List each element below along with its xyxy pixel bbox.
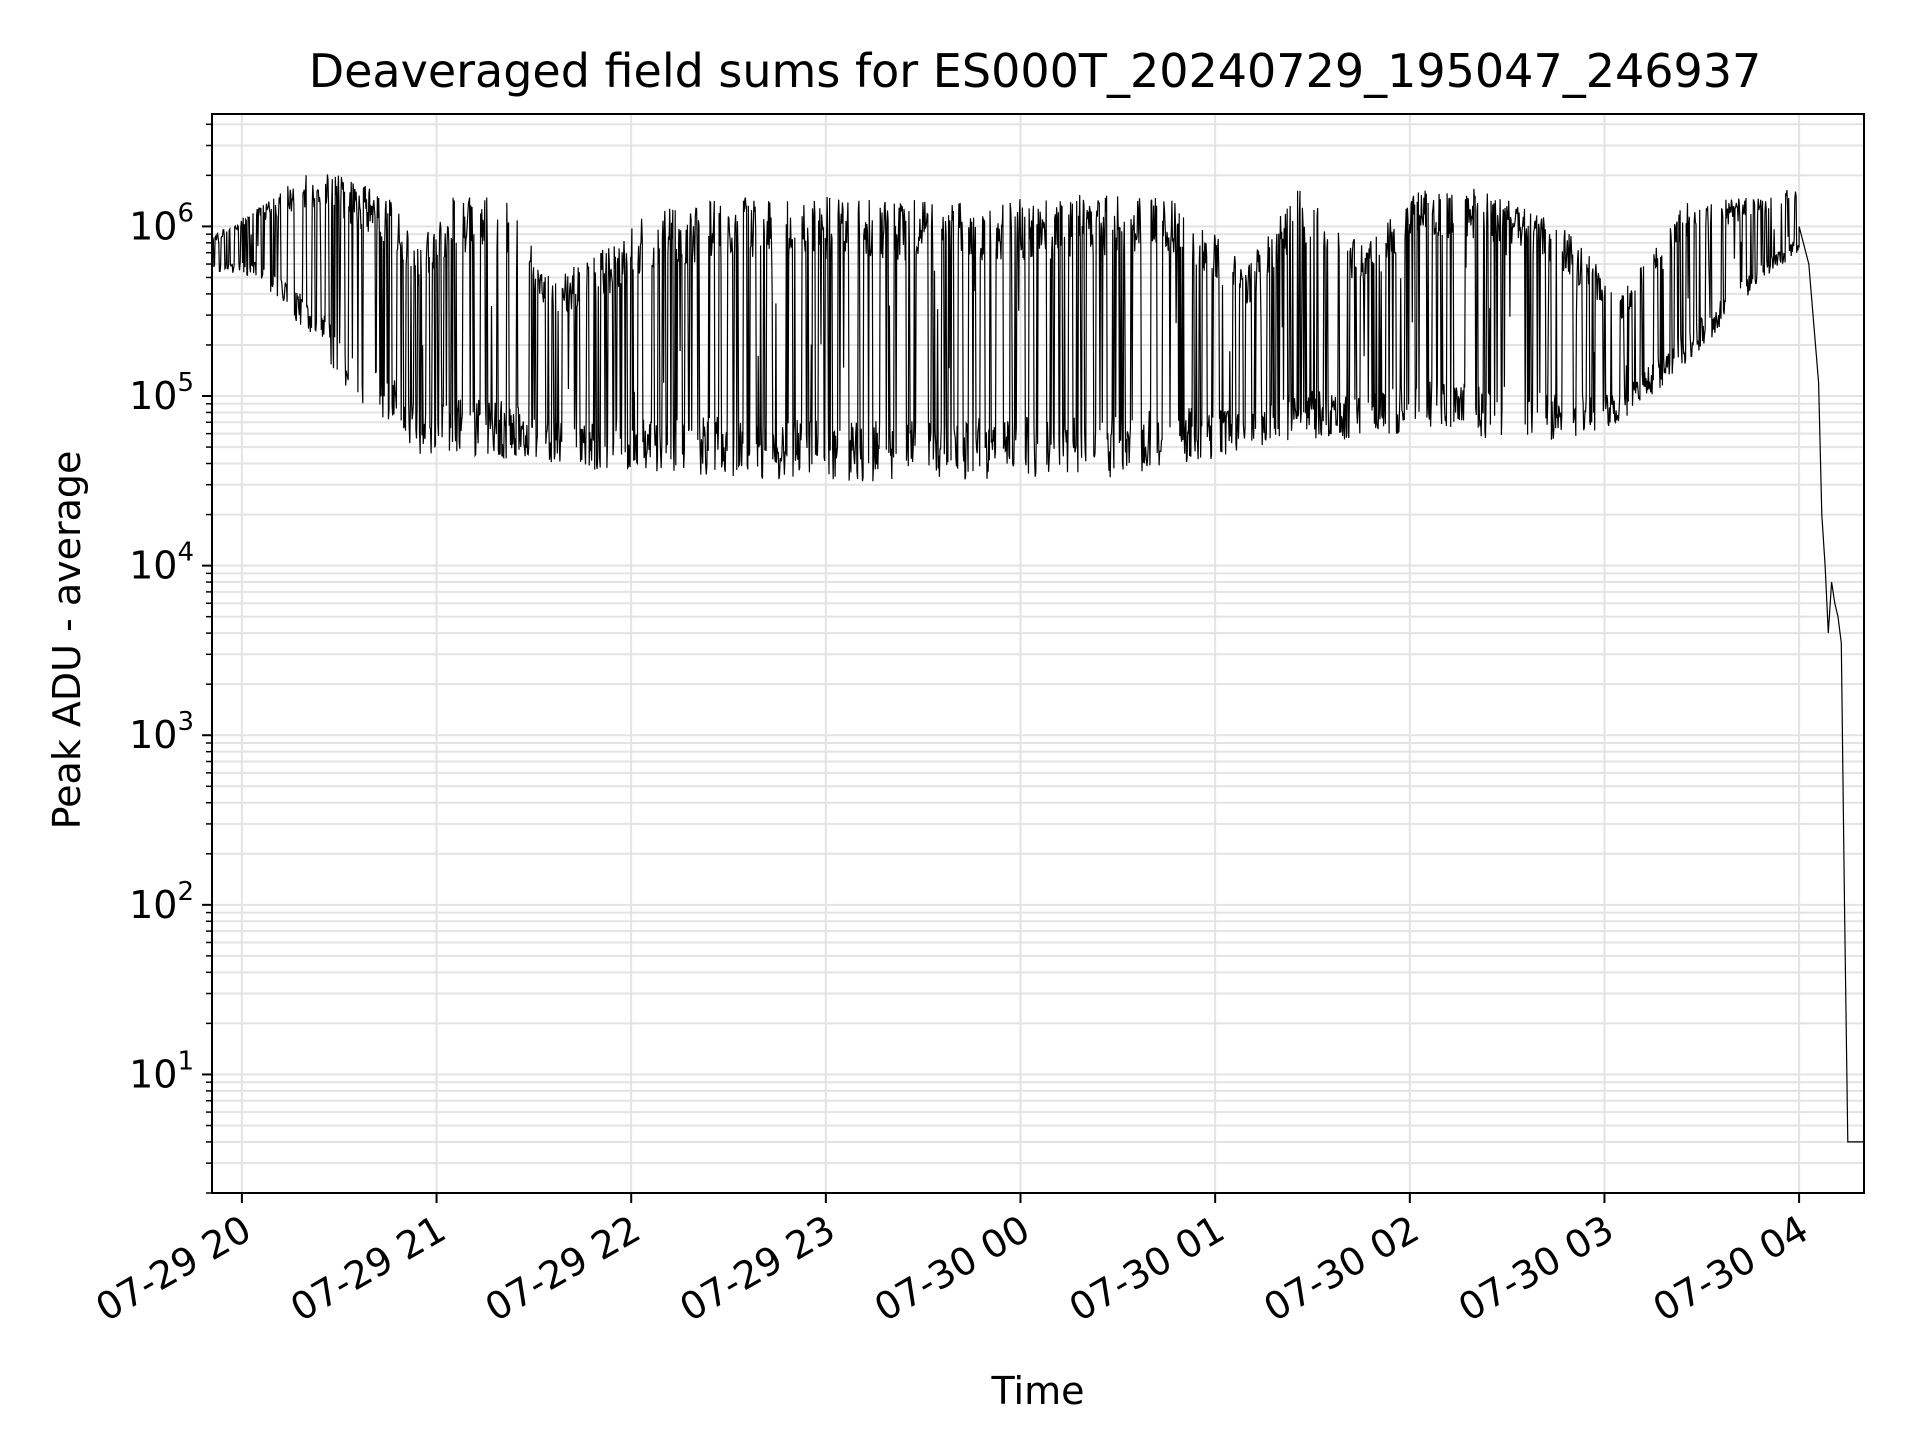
data-layer: [212, 174, 1864, 1143]
y-tick-label: 104: [129, 538, 194, 588]
y-axis: 101 102 103 104 105 106: [129, 123, 212, 1194]
plot-frame: [211, 113, 1865, 1194]
y-tick-label: 102: [129, 877, 194, 927]
y-tick-label: 105: [129, 368, 194, 418]
y-tick-label: 101: [129, 1046, 194, 1096]
x-axis-label: Time: [991, 1369, 1085, 1413]
grid: [212, 114, 1864, 1194]
y-axis-label: Peak ADU - average: [45, 451, 89, 830]
y-tick-label: 103: [129, 707, 194, 757]
chart-title: Deaveraged field sums for ES000T_2024072…: [309, 44, 1762, 98]
y-tick-label: 106: [129, 198, 194, 248]
data-line-series: [212, 174, 1864, 1143]
